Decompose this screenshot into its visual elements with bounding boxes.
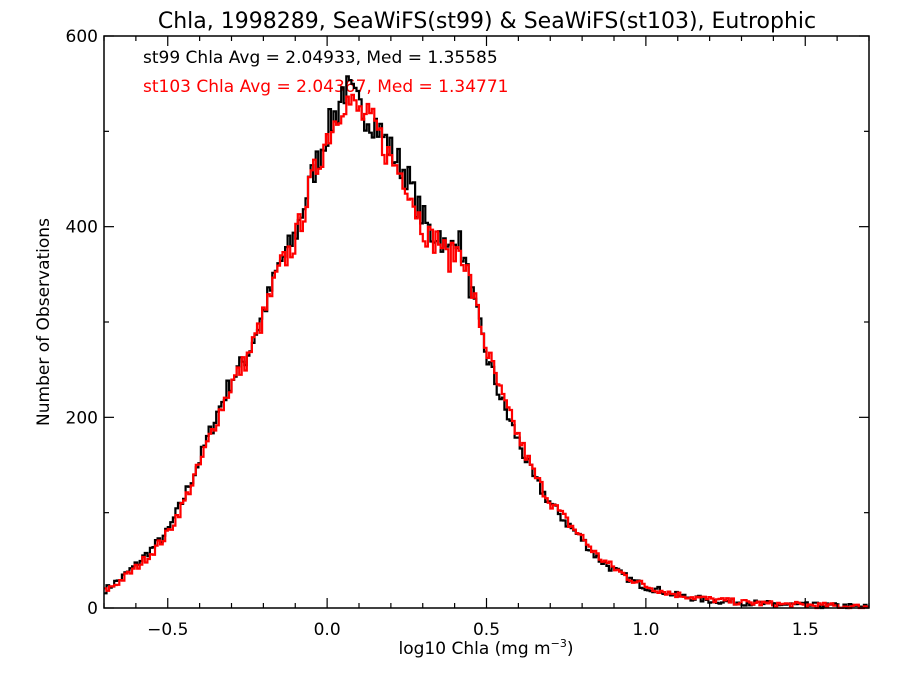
- x-axis-label-main: log10 Chla (mg m: [399, 639, 551, 659]
- x-axis-label: log10 Chla (mg m−3): [399, 637, 574, 659]
- plot-frame: [103, 35, 870, 609]
- x-tick-label: 0.5: [473, 620, 500, 640]
- x-tick-label: 1.5: [792, 620, 819, 640]
- y-tick-label: 600: [66, 27, 98, 47]
- st103-stats-annotation: st103 Chla Avg = 2.04367, Med = 1.34771: [143, 77, 508, 97]
- series-layer: [104, 75, 869, 610]
- x-tick-label: 1.0: [632, 620, 659, 640]
- histogram-series-1: [104, 93, 869, 610]
- x-axis-label-exponent: −3: [551, 637, 567, 650]
- x-tick-label: −0.5: [147, 620, 188, 640]
- histogram-series-0: [104, 75, 869, 610]
- st99-stats-annotation: st99 Chla Avg = 2.04933, Med = 1.35585: [143, 48, 498, 68]
- y-tick-label: 200: [66, 408, 98, 428]
- ticks-layer: −0.5 0.0 0.5 1.0 1.5 0 200 400 600: [66, 27, 870, 640]
- y-tick-label: 400: [66, 218, 98, 238]
- y-axis-label: Number of Observations: [34, 218, 54, 426]
- x-tick-label: 0.0: [314, 620, 341, 640]
- chart-title: Chla, 1998289, SeaWiFS(st99) & SeaWiFS(s…: [158, 9, 816, 34]
- x-axis-label-close: ): [567, 639, 574, 659]
- y-tick-label: 0: [87, 599, 98, 619]
